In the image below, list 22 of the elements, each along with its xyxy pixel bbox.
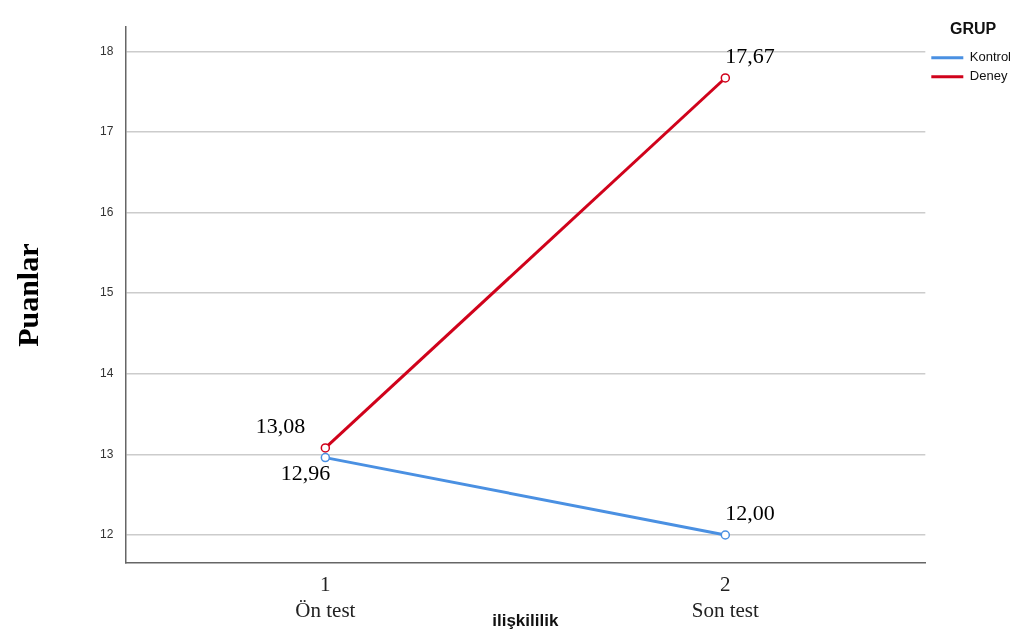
point <box>720 530 731 540</box>
point <box>320 452 331 463</box>
y-tick-label: 14 <box>99 366 114 381</box>
y-tick-label: 16 <box>99 204 114 219</box>
y-tick-label: 18 <box>99 43 114 58</box>
y-axis-title: Puanlar <box>10 243 44 347</box>
y-tick-label: 13 <box>99 446 114 461</box>
data-label: 12,00 <box>725 499 775 525</box>
data-label: 17,67 <box>725 42 775 68</box>
x-tick-label: 2 Son test <box>691 572 760 622</box>
x-axis-title: ilişkililik <box>492 611 559 631</box>
point <box>720 73 731 83</box>
legend-label: Kontrol <box>969 49 1012 65</box>
x-tick-label: 1 Ön test <box>295 572 356 622</box>
data-label: 12,96 <box>280 460 331 486</box>
data-label: 13,08 <box>255 412 306 438</box>
y-tick-label: 17 <box>99 124 114 139</box>
legend-title: GRUP <box>950 20 997 38</box>
y-tick-label: 12 <box>99 527 114 542</box>
point <box>320 443 331 453</box>
y-tick-label: 15 <box>99 285 114 300</box>
legend-label: Deney <box>969 68 1008 84</box>
